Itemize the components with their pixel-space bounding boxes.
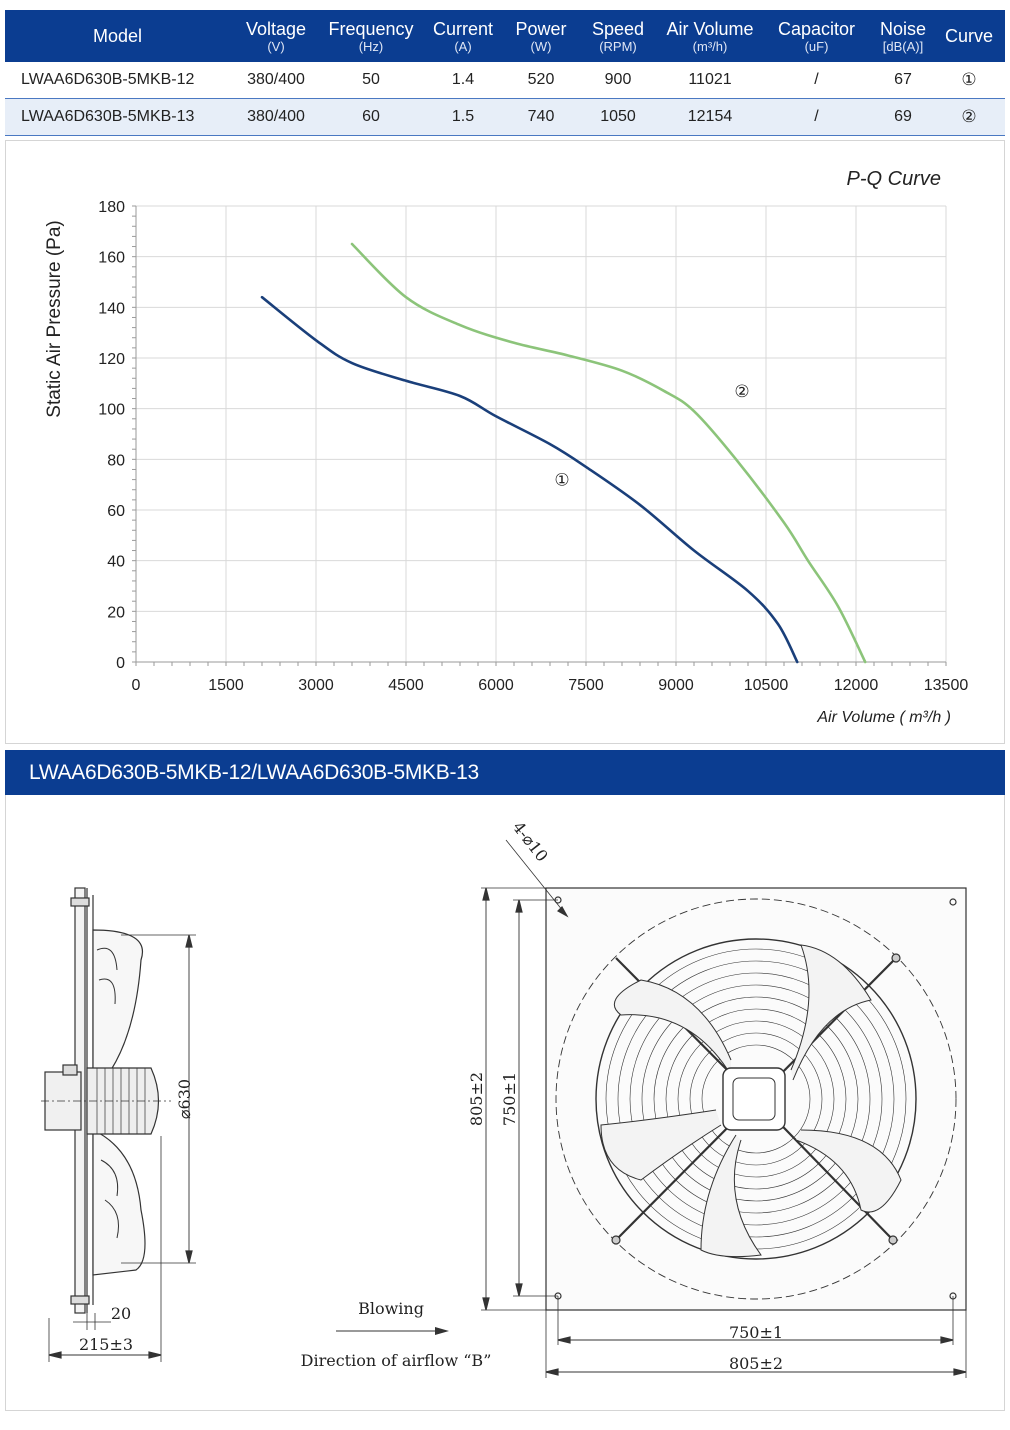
y-tick-label: 0 <box>116 655 125 672</box>
cell-speed: 900 <box>576 62 660 99</box>
x-tick-label: 0 <box>132 677 141 694</box>
header-current: Current (A) <box>420 10 506 62</box>
series-line-1 <box>260 295 799 664</box>
blowing-label: Blowing <box>358 1299 424 1318</box>
pq-chart-panel: 0 1500 3000 4500 6000 7500 9000 10500 12000 13500… <box>5 140 1005 744</box>
x-tick-label: 6000 <box>478 677 514 694</box>
airflow-arrow <box>336 1327 449 1335</box>
header-capacitor: Capacitor (uF) <box>760 10 873 62</box>
cell-model: LWAA6D630B-5MKB-13 <box>5 98 230 136</box>
x-axis-label: Air Volume ( m³/h ) <box>816 709 951 726</box>
header-noise: Noise [dB(A)] <box>873 10 933 62</box>
depth-dimension: 215±3 <box>79 1335 133 1354</box>
cell-current: 1.5 <box>420 98 506 136</box>
cell-frequency: 50 <box>322 62 420 99</box>
spec-table: Model Voltage (V) Frequency (Hz) Current (A… <box>5 10 1005 136</box>
airflow-direction-label: Direction of airflow “B” <box>301 1351 492 1370</box>
y-tick-label: 120 <box>98 351 125 368</box>
cell-model: LWAA6D630B-5MKB-12 <box>5 62 230 99</box>
mounting-holes-dimension: 4-⌀10 <box>509 818 552 866</box>
inner-height-dimension: 750±1 <box>500 1072 519 1126</box>
cell-air-volume: 12154 <box>660 98 760 136</box>
x-tick-label: 7500 <box>568 677 604 694</box>
cell-power: 740 <box>506 98 576 136</box>
technical-drawing-panel: ⌀630 20 215±3 <box>5 795 1005 1411</box>
cell-curve: ② <box>933 98 1005 136</box>
flange-dimension: 20 <box>111 1304 131 1323</box>
header-curve: Curve <box>933 10 1005 62</box>
pq-chart: 0 1500 3000 4500 6000 7500 9000 10500 12000 13500… <box>44 168 968 726</box>
table-header-row: Model Voltage (V) Frequency (Hz) Current (A… <box>5 10 1005 62</box>
chart-axes: 0 1500 3000 4500 6000 7500 9000 10500 12000 13500… <box>98 199 968 694</box>
x-tick-label: 4500 <box>388 677 424 694</box>
cell-capacitor: / <box>760 62 873 99</box>
header-air-volume: Air Volume (m³/h) <box>660 10 760 62</box>
cell-air-volume: 11021 <box>660 62 760 99</box>
cell-curve: ① <box>933 62 1005 99</box>
fan-front-view <box>481 839 967 1378</box>
header-model: Model <box>5 10 230 62</box>
cell-power: 520 <box>506 62 576 99</box>
x-tick-label: 10500 <box>744 677 789 694</box>
chart-title: P-Q Curve <box>847 168 941 190</box>
outer-height-dimension: 805±2 <box>467 1072 486 1126</box>
chart-series: ①② <box>260 242 867 664</box>
x-tick-label: 1500 <box>208 677 244 694</box>
header-power: Power (W) <box>506 10 576 62</box>
table-row: LWAA6D630B-5MKB-12 380/400 50 1.4 520 90… <box>5 62 1005 99</box>
x-tick-label: 13500 <box>924 677 969 694</box>
fan-side-view <box>41 887 196 1362</box>
y-tick-label: 40 <box>107 554 125 571</box>
y-axis-label: Static Air Pressure (Pa) <box>44 220 65 417</box>
series-line-2 <box>350 242 867 664</box>
x-tick-label: 9000 <box>658 677 694 694</box>
series-label-2: ② <box>734 382 749 402</box>
diameter-dimension: ⌀630 <box>175 1079 194 1119</box>
table-row: LWAA6D630B-5MKB-13 380/400 60 1.5 740 10… <box>5 98 1005 136</box>
y-tick-label: 140 <box>98 300 125 317</box>
cell-frequency: 60 <box>322 98 420 136</box>
header-frequency: Frequency (Hz) <box>322 10 420 62</box>
outer-width-dimension: 805±2 <box>729 1354 783 1373</box>
section-title-bar: LWAA6D630B-5MKB-12/LWAA6D630B-5MKB-13 <box>5 750 1005 795</box>
y-tick-label: 80 <box>107 452 125 469</box>
inner-width-dimension: 750±1 <box>729 1323 783 1342</box>
cell-current: 1.4 <box>420 62 506 99</box>
x-tick-label: 12000 <box>834 677 879 694</box>
series-label-1: ① <box>554 471 569 491</box>
header-speed: Speed (RPM) <box>576 10 660 62</box>
chart-grid <box>136 205 947 662</box>
cell-speed: 1050 <box>576 98 660 136</box>
cell-noise: 67 <box>873 62 933 99</box>
cell-voltage: 380/400 <box>230 62 322 99</box>
y-tick-label: 160 <box>98 250 125 267</box>
y-tick-label: 100 <box>98 402 125 419</box>
header-voltage: Voltage (V) <box>230 10 322 62</box>
cell-voltage: 380/400 <box>230 98 322 136</box>
y-tick-label: 20 <box>107 604 125 621</box>
cell-noise: 69 <box>873 98 933 136</box>
cell-capacitor: / <box>760 98 873 136</box>
x-tick-label: 3000 <box>298 677 334 694</box>
y-tick-label: 60 <box>107 503 125 520</box>
y-tick-label: 180 <box>98 199 125 216</box>
